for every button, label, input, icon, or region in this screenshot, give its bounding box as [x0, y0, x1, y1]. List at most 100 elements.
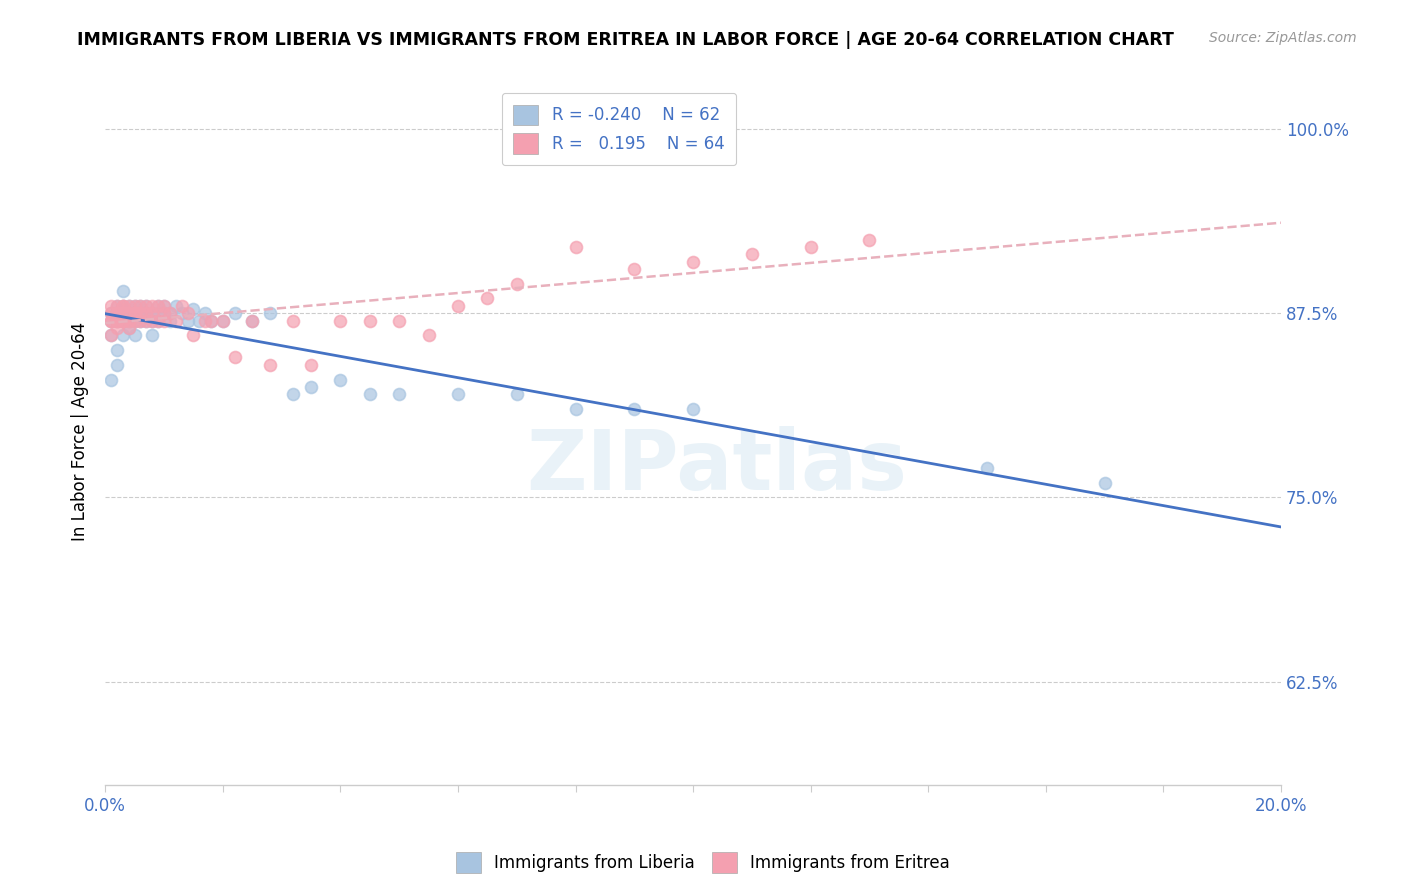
- Point: [124, 299, 146, 313]
- Point: [129, 306, 152, 320]
- Point: [124, 306, 146, 320]
- Point: [141, 299, 163, 313]
- Point: [299, 358, 322, 372]
- Point: [111, 328, 134, 343]
- Point: [105, 306, 128, 320]
- Point: [118, 313, 141, 327]
- Point: [146, 313, 169, 327]
- Point: [111, 284, 134, 298]
- Point: [135, 306, 157, 320]
- Point: [111, 313, 134, 327]
- Text: ZIPatlas: ZIPatlas: [526, 426, 907, 507]
- Point: [118, 306, 141, 320]
- Text: IMMIGRANTS FROM LIBERIA VS IMMIGRANTS FROM ERITREA IN LABOR FORCE | AGE 20-64 CO: IMMIGRANTS FROM LIBERIA VS IMMIGRANTS FR…: [77, 31, 1174, 49]
- Point: [105, 313, 128, 327]
- Point: [200, 313, 222, 327]
- Point: [105, 313, 128, 327]
- Point: [146, 306, 169, 320]
- Point: [105, 321, 128, 335]
- Point: [159, 306, 181, 320]
- Point: [153, 313, 176, 327]
- Point: [283, 387, 305, 401]
- Point: [146, 299, 169, 313]
- Legend: Immigrants from Liberia, Immigrants from Eritrea: Immigrants from Liberia, Immigrants from…: [450, 846, 956, 880]
- Point: [141, 313, 163, 327]
- Point: [105, 299, 128, 313]
- Point: [135, 299, 157, 313]
- Point: [211, 313, 233, 327]
- Point: [124, 328, 146, 343]
- Point: [176, 306, 198, 320]
- Point: [388, 313, 411, 327]
- Y-axis label: In Labor Force | Age 20-64: In Labor Force | Age 20-64: [72, 321, 89, 541]
- Point: [100, 306, 122, 320]
- Point: [259, 358, 281, 372]
- Point: [111, 306, 134, 320]
- Point: [447, 387, 470, 401]
- Point: [153, 306, 176, 320]
- Point: [141, 306, 163, 320]
- Point: [135, 313, 157, 327]
- Point: [564, 402, 586, 417]
- Point: [118, 313, 141, 327]
- Point: [299, 380, 322, 394]
- Point: [100, 328, 122, 343]
- Point: [447, 299, 470, 313]
- Point: [1094, 475, 1116, 490]
- Point: [135, 299, 157, 313]
- Point: [976, 461, 998, 475]
- Point: [564, 240, 586, 254]
- Point: [194, 313, 217, 327]
- Point: [200, 313, 222, 327]
- Point: [165, 299, 187, 313]
- Point: [329, 372, 352, 386]
- Point: [105, 306, 128, 320]
- Point: [100, 313, 122, 327]
- Point: [118, 321, 141, 335]
- Point: [105, 299, 128, 313]
- Point: [129, 299, 152, 313]
- Point: [129, 306, 152, 320]
- Point: [141, 328, 163, 343]
- Point: [153, 306, 176, 320]
- Point: [141, 313, 163, 327]
- Point: [111, 299, 134, 313]
- Point: [194, 306, 217, 320]
- Point: [224, 351, 246, 365]
- Point: [506, 387, 529, 401]
- Point: [146, 313, 169, 327]
- Point: [240, 313, 263, 327]
- Point: [105, 313, 128, 327]
- Point: [111, 313, 134, 327]
- Point: [105, 306, 128, 320]
- Point: [506, 277, 529, 291]
- Point: [111, 313, 134, 327]
- Point: [124, 306, 146, 320]
- Point: [858, 233, 880, 247]
- Point: [388, 387, 411, 401]
- Point: [129, 313, 152, 327]
- Point: [100, 328, 122, 343]
- Point: [240, 313, 263, 327]
- Point: [741, 247, 763, 261]
- Point: [111, 299, 134, 313]
- Point: [224, 306, 246, 320]
- Point: [153, 299, 176, 313]
- Point: [359, 387, 381, 401]
- Point: [129, 313, 152, 327]
- Point: [135, 306, 157, 320]
- Text: Source: ZipAtlas.com: Source: ZipAtlas.com: [1209, 31, 1357, 45]
- Point: [153, 299, 176, 313]
- Point: [259, 306, 281, 320]
- Point: [211, 313, 233, 327]
- Point: [111, 299, 134, 313]
- Point: [111, 313, 134, 327]
- Point: [682, 254, 704, 268]
- Point: [100, 313, 122, 327]
- Point: [118, 299, 141, 313]
- Point: [100, 306, 122, 320]
- Point: [135, 313, 157, 327]
- Point: [111, 306, 134, 320]
- Point: [124, 299, 146, 313]
- Point: [682, 402, 704, 417]
